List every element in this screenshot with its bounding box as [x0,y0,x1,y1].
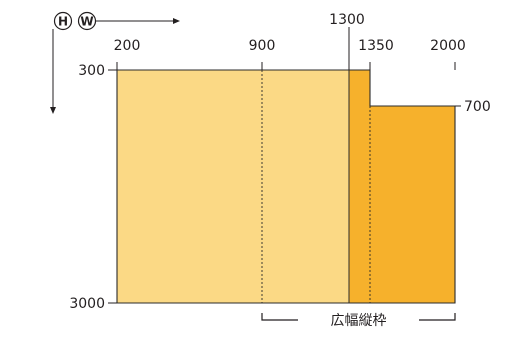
width-label-1350: 1350 [358,38,394,54]
wide-frame-bracket [261,313,456,321]
height-label-3000: 3000 [69,296,105,312]
h-axis-marker: H [53,11,73,31]
width-direction-arrow [96,18,180,24]
w-marker-label: W [80,15,93,29]
wide-frame-strip-region [349,70,370,303]
tick-marks [108,27,461,304]
height-direction-arrow [50,29,56,114]
width-label-1300: 1300 [329,12,365,28]
h-marker-label: H [58,15,68,29]
wide-frame-block-region [370,106,455,303]
height-label-700: 700 [464,99,491,115]
w-axis-marker: W [77,11,97,31]
width-label-200: 200 [114,38,141,54]
wide-frame-label: 広幅縦枠 [331,313,387,329]
height-label-300: 300 [78,63,105,79]
standard-size-region [117,70,349,303]
width-label-900: 900 [249,38,276,54]
width-label-2000: 2000 [430,38,466,54]
